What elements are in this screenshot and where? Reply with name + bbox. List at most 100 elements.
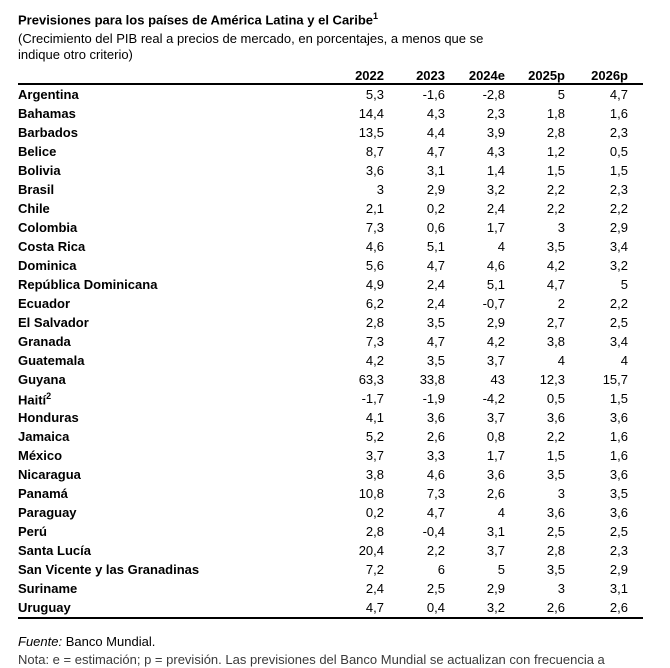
country-name-cell: Chile [18,201,50,217]
value-cell: 2,5 [609,315,628,331]
table-row: Paraguay 0,2 4,7 4 3,6 3,6 [18,503,643,522]
value-cell: 3,4 [609,239,628,255]
value-cell: 43 [490,372,505,388]
value-cell: 2,2 [609,296,628,312]
value-cell: 4,9 [365,277,384,293]
value-cell: 2,6 [565,598,643,620]
value-cell: 4,7 [609,87,628,103]
value-cell: 3,8 [365,467,384,483]
value-cell: 3,6 [609,467,628,483]
value-cell: 7,3 [426,486,445,502]
country-name-cell: El Salvador [18,315,89,331]
value-cell: 4,7 [426,144,445,160]
value-cell: 2,9 [609,562,628,578]
value-cell: 4,3 [426,106,445,122]
table-row: Honduras 4,1 3,6 3,7 3,6 3,6 [18,408,643,427]
value-cell: -4,2 [482,391,505,407]
value-cell: 5,1 [486,277,505,293]
country-name-cell: Nicaragua [18,467,81,483]
table-row: Argentina 5,3 -1,6 -2,8 5 4,7 [18,84,643,104]
value-cell: 3,5 [426,315,445,331]
value-cell: 4,1 [365,410,384,426]
value-cell: 14,4 [358,106,384,122]
value-cell: 2,3 [486,106,505,122]
value-cell: 4 [557,353,565,369]
value-cell: 1,7 [486,220,505,236]
value-cell: -1,9 [422,391,445,407]
value-cell: 3,5 [546,562,565,578]
country-name-cell: Paraguay [18,505,77,521]
value-cell: 0,5 [609,144,628,160]
value-cell: 3,5 [546,239,565,255]
table-row: Colombia 7,3 0,6 1,7 3 2,9 [18,218,643,237]
source-text: Banco Mundial. [62,634,156,650]
value-cell: 2,4 [486,201,505,217]
value-cell: 2,2 [609,201,628,217]
value-cell: 2,8 [365,524,384,540]
value-cell: 1,8 [546,106,565,122]
country-name-cell: Guatemala [18,353,85,369]
value-cell: 2,3 [609,125,628,141]
value-cell: 3,1 [486,524,505,540]
value-cell: 3,6 [546,505,565,521]
value-cell: 2,4 [365,581,384,597]
value-cell: 0,2 [365,505,384,521]
source-label: Fuente: [18,634,63,650]
country-name-cell: Uruguay [18,598,322,620]
value-cell: 7,3 [365,220,384,236]
value-cell: 1,6 [609,429,628,445]
value-cell: 3,7 [486,543,505,559]
table-row: Chile 2,1 0,2 2,4 2,2 2,2 [18,199,643,218]
source-note: Fuente: Banco Mundial. [18,634,670,650]
value-cell: 63,3 [358,372,384,388]
value-cell: 1,6 [609,448,628,464]
value-cell: 3,6 [546,410,565,426]
value-cell: 7,3 [365,334,384,350]
value-cell: 2,7 [546,315,565,331]
value-cell: 10,8 [358,486,384,502]
country-name-cell: Barbados [18,125,78,141]
country-name-cell: Colombia [18,220,78,236]
column-header-2022: 2022 [322,65,384,86]
value-cell: 4,2 [546,258,565,274]
value-cell: 0,5 [546,391,565,407]
value-cell: 3,7 [486,353,505,369]
value-cell: 2,4 [426,296,445,312]
value-cell: 3 [376,182,384,198]
value-cell: 3,4 [609,334,628,350]
value-cell: 5,2 [365,429,384,445]
value-cell: 6,2 [365,296,384,312]
value-cell: 3,2 [486,182,505,198]
value-cell: 33,8 [419,372,445,388]
value-cell: 20,4 [358,543,384,559]
country-name-cell: Costa Rica [18,239,86,255]
value-cell: 2,8 [546,543,565,559]
country-name-cell: Bahamas [18,106,76,122]
table-row: República Dominicana 4,9 2,4 5,1 4,7 5 [18,275,643,294]
table-row: Granada 7,3 4,7 4,2 3,8 3,4 [18,332,643,351]
country-name-cell: Ecuador [18,296,71,312]
value-cell: 2,6 [486,486,505,502]
value-cell: 0,6 [426,220,445,236]
value-cell: 2,6 [426,429,445,445]
column-header-2025p: 2025p [505,65,565,86]
table-row: Santa Lucía 20,4 2,2 3,7 2,8 2,3 [18,541,643,560]
country-name-cell: Honduras [18,410,79,426]
table-row: Bahamas 14,4 4,3 2,3 1,8 1,6 [18,104,643,123]
footnote-clipped: Nota: e = estimación; p = previsión. Las… [18,652,605,668]
value-cell: 2,6 [505,598,565,620]
value-cell: 1,4 [486,163,505,179]
table-row: Panamá 10,8 7,3 2,6 3 3,5 [18,484,643,503]
country-name-cell: Belice [18,144,57,160]
table-row: Suriname 2,4 2,5 2,9 3 3,1 [18,579,643,598]
page-title: Previsiones para los países de América L… [18,8,670,28]
table-row: Haití2 -1,7 -1,9 -4,2 0,5 1,5 [18,389,643,408]
value-cell: 5 [497,562,505,578]
value-cell: 2,3 [609,182,628,198]
value-cell: 5 [620,277,628,293]
value-cell: 4,3 [486,144,505,160]
value-cell: -0,7 [482,296,505,312]
value-cell: 4 [620,353,628,369]
value-cell: 3,6 [426,410,445,426]
